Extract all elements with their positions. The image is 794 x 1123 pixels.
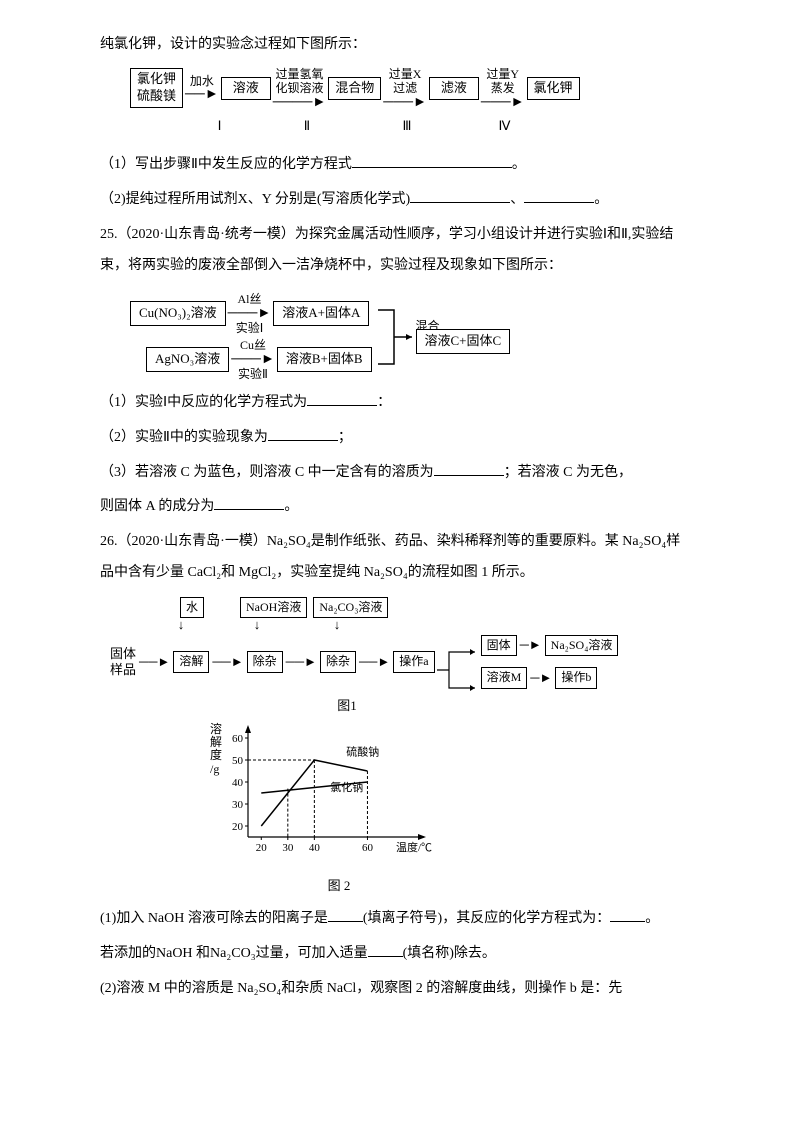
d2-right-top: 溶液A+固体A xyxy=(273,301,369,326)
svg-text:硫酸钠: 硫酸钠 xyxy=(346,745,379,759)
intro-text: 纯氯化钾，设计的实验念过程如下图所示： xyxy=(100,30,694,61)
blank xyxy=(352,154,512,168)
d3-out1: 固体 xyxy=(481,635,517,657)
d2-arr-bot-sub: 实验Ⅱ xyxy=(238,367,268,381)
blank xyxy=(268,427,338,441)
q25-2: （2）实验Ⅱ中的实验现象为； xyxy=(100,423,694,454)
d1-arrow2-label: 过量氢氧化钡溶液 xyxy=(275,67,323,96)
d2-left-bot: AgNO₃溶液 xyxy=(146,347,229,372)
q25-3: （3）若溶液 C 为蓝色，则溶液 C 中一定含有的溶质为；若溶液 C 为无色， xyxy=(100,458,694,489)
d3-out2: 溶液M xyxy=(481,667,528,689)
q25-3c: 则固体 A 的成分为。 xyxy=(100,492,694,523)
q26-2: (2)溶液 M 中的溶质是 Na₂SO₄和杂质 NaCl，观察图 2 的溶解度曲… xyxy=(100,974,694,1005)
svg-text:40: 40 xyxy=(232,777,244,789)
d2-left-top: Cu(NO₃)₂溶液 xyxy=(130,301,226,326)
q24-2: （2)提纯过程所用试剂X、Y 分别是(写溶质化学式)、。 xyxy=(100,185,694,216)
d3-s2: 除杂 xyxy=(247,651,283,673)
d3-split xyxy=(435,642,481,698)
d3-fig1-label: 图1 xyxy=(0,692,694,721)
d3-reagent1: 水 xyxy=(180,597,204,619)
svg-text:50: 50 xyxy=(232,755,244,767)
diagram-3: 水 NaOH溶液 Na₂CO₃溶液 ↓ ↓ ↓ 固体样品 ──► 溶解 ──► … xyxy=(110,593,694,905)
q26-1d: 若添加的NaOH 和Na₂CO₃过量，可加入适量(填名称)除去。 xyxy=(100,939,694,970)
blank xyxy=(434,462,504,476)
d2-arr-top: Al丝 xyxy=(237,292,261,306)
d3-out1-next: Na₂SO₄溶液 xyxy=(545,635,619,657)
svg-text:温度/℃: 温度/℃ xyxy=(396,840,432,854)
svg-text:60: 60 xyxy=(362,842,374,854)
blank xyxy=(328,908,363,922)
d1-start-box: 氯化钾硫酸镁 xyxy=(130,68,183,108)
q26-intro: 26.（2020·山东青岛·一模）Na₂SO₄是制作纸张、药品、染料稀释剂等的重… xyxy=(100,527,694,589)
d1-arrow4-label: 过量Y蒸发 xyxy=(486,67,519,96)
blank xyxy=(524,189,594,203)
q24-1: （1）写出步骤Ⅱ中发生反应的化学方程式。 xyxy=(100,150,694,181)
d1-end: 氯化钾 xyxy=(527,77,580,100)
d3-reagent3: Na₂CO₃溶液 xyxy=(313,597,388,619)
svg-text:20: 20 xyxy=(256,842,268,854)
blank xyxy=(610,908,645,922)
d3-reagent2: NaOH溶液 xyxy=(240,597,307,619)
chart-ylabel: 溶解度/g xyxy=(210,723,222,776)
diagram-2: Cu(NO₃)₂溶液 Al丝───►实验Ⅰ 溶液A+固体A AgNO₃溶液 Cu… xyxy=(130,285,694,388)
diagram-1: 氯化钾硫酸镁 加水──► 溶液 过量氢氧化钡溶液────► 混合物 过量X过滤─… xyxy=(130,67,694,140)
d2-arr-top-sub: 实验Ⅰ xyxy=(236,321,264,335)
blank xyxy=(410,189,510,203)
blank xyxy=(307,392,377,406)
d3-sample-label: 固体样品 xyxy=(110,646,136,677)
d3-s3: 除杂 xyxy=(320,651,356,673)
d1-mid2: 混合物 xyxy=(328,77,381,100)
svg-text:40: 40 xyxy=(309,842,321,854)
d3-out2-next: 操作b xyxy=(555,667,597,689)
merge-bracket xyxy=(376,302,416,372)
blank xyxy=(214,496,284,510)
svg-text:30: 30 xyxy=(282,842,294,854)
d1-mid1: 溶液 xyxy=(221,77,271,100)
svg-text:60: 60 xyxy=(232,733,244,745)
d3-fig2-label: 图 2 xyxy=(224,872,454,901)
q26-1: (1)加入 NaOH 溶液可除去的阳离子是(填离子符号)，其反应的化学方程式为：… xyxy=(100,904,694,935)
d2-arr-bot: Cu丝 xyxy=(240,338,266,352)
solubility-chart: 20 30 40 50 60 20 30 40 60 硫酸钠氯化钠温度/℃ 图 2 xyxy=(224,719,454,900)
d1-arrow3-label: 过量X过滤 xyxy=(389,67,422,96)
q25-1: （1）实验Ⅰ中反应的化学方程式为： xyxy=(100,388,694,419)
d2-right-bot: 溶液B+固体B xyxy=(277,347,372,372)
svg-text:氯化钠: 氯化钠 xyxy=(330,780,363,794)
q25-intro: 25.（2020·山东青岛·统考一模）为探究金属活动性顺序，学习小组设计并进行实… xyxy=(100,220,694,282)
d3-s1: 溶解 xyxy=(173,651,209,673)
d1-mid3: 滤液 xyxy=(429,77,479,100)
d1-arrow1-label: 加水 xyxy=(190,74,214,88)
svg-text:20: 20 xyxy=(232,821,244,833)
d1-stages: Ⅰ Ⅱ Ⅲ Ⅳ xyxy=(130,112,694,141)
svg-text:30: 30 xyxy=(232,799,244,811)
d2-result: 溶液C+固体C xyxy=(416,329,511,354)
d3-s4: 操作a xyxy=(393,651,434,673)
blank xyxy=(368,943,403,957)
